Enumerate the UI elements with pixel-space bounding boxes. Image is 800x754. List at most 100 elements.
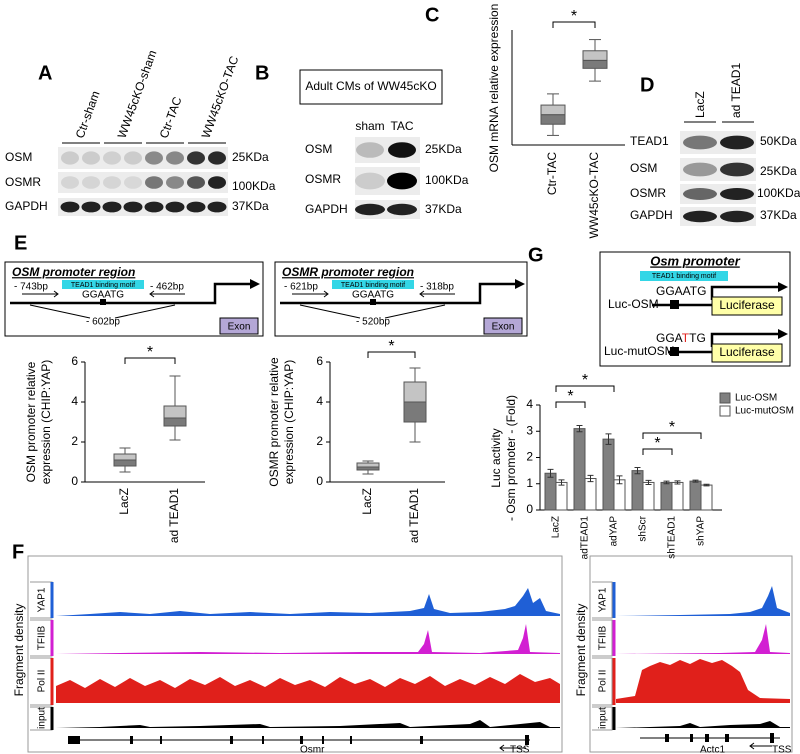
- row-label: TEAD1: [630, 134, 669, 148]
- box-lower: [582, 59, 608, 69]
- blot-band: [720, 210, 754, 223]
- axis-title: Fragment density: [574, 604, 588, 697]
- construct: Luc-OSM: [608, 297, 659, 311]
- gene-label: Actc1: [700, 745, 725, 754]
- row-label: OSM: [630, 161, 657, 175]
- promoter-diagram: OSM promoter region TEAD1 binding motif …: [4, 261, 264, 337]
- mut-sequence: GGATTG: [656, 331, 706, 345]
- bar: [689, 480, 702, 511]
- lane-label: WW45cKO-TAC: [199, 54, 242, 140]
- size-marker: 37KDa: [425, 202, 462, 216]
- error-bar: [645, 479, 652, 486]
- diagram-title: Osm promoter: [650, 253, 741, 268]
- track-label: Pol II: [37, 670, 48, 693]
- reporter: Luciferase: [719, 298, 775, 312]
- size-marker: 25KDa: [232, 150, 269, 164]
- box-lower: [163, 417, 187, 427]
- motif-label: TEAD1 binding motif: [341, 282, 405, 289]
- tss-label: TSS: [772, 745, 792, 754]
- reporter: Luciferase: [719, 345, 775, 359]
- significance-star: *: [582, 372, 588, 389]
- primer-right: - 462bp: [150, 282, 184, 293]
- error-bar: [703, 483, 710, 487]
- box-upper: [356, 462, 380, 468]
- y-tick-label: 2: [316, 434, 323, 448]
- significance-bracket: [367, 351, 416, 358]
- box-upper: [113, 453, 137, 461]
- error-bar: [576, 424, 583, 433]
- y-tick-label: 4: [526, 397, 533, 411]
- blot-band: [356, 142, 384, 158]
- blot-band: [720, 188, 754, 200]
- box-upper: [403, 381, 427, 403]
- error-bar: [674, 480, 681, 485]
- blot-band: [166, 176, 184, 189]
- track-label: TFIIB: [37, 625, 48, 650]
- y-axis-title: OSM promoter relative: [24, 361, 38, 482]
- primer-left: - 743bp: [14, 282, 48, 293]
- legend-label: Luc-OSM: [735, 393, 777, 404]
- sequence: GGAATG: [82, 290, 124, 301]
- panel-label: A: [38, 62, 52, 84]
- blot-band: [355, 203, 385, 216]
- y-tick-label: 6: [71, 354, 78, 368]
- significance-bracket: [555, 385, 615, 392]
- box-lower: [403, 401, 427, 423]
- bar: [544, 472, 557, 511]
- error-bar: [663, 480, 670, 485]
- y-axis-title: - Osm promoter - (Fold): [504, 395, 518, 521]
- blot-band: [82, 176, 100, 189]
- legend-swatch: [719, 405, 731, 417]
- size-marker: 37KDa: [232, 199, 269, 213]
- blot-band: [124, 151, 142, 165]
- bar: [642, 481, 655, 511]
- significance-star: *: [571, 8, 577, 25]
- track-label: Pol II: [598, 670, 609, 693]
- size-marker: 25KDa: [425, 142, 462, 156]
- x-tick-label: LacZ: [551, 516, 562, 538]
- blot-band: [187, 176, 205, 189]
- diagram-title: OSM promoter region: [12, 265, 135, 279]
- blot-band: [720, 162, 754, 177]
- blot-band: [165, 201, 185, 213]
- legend-label: Luc-mutOSM: [735, 406, 794, 417]
- lane-labels: Ctr-sham WW45cKO-sham Ctr-TAC WW45cKO-TA…: [62, 48, 242, 144]
- size-marker: 50KDa: [760, 134, 797, 148]
- x-tick-label: ad TEAD1: [167, 488, 181, 543]
- track-label: input: [598, 707, 609, 729]
- y-tick-label: 1: [526, 476, 533, 490]
- x-tick-label: adTEAD1: [580, 516, 591, 560]
- y-tick-label: 2: [526, 450, 533, 464]
- y-axis-title: OSMR promoter relative: [267, 357, 281, 487]
- track-label: input: [37, 707, 48, 729]
- diagram-title: OSMR promoter region: [282, 265, 414, 279]
- blot-band: [103, 151, 121, 165]
- blot-band: [683, 162, 717, 177]
- row-label: OSMR: [630, 186, 666, 200]
- y-tick-label: 4: [316, 394, 323, 408]
- error-bar: [605, 433, 612, 445]
- significance-bracket: [642, 432, 702, 439]
- y-axis-title: expression (CHIP:YAP): [282, 360, 296, 484]
- significance-star: *: [669, 419, 675, 436]
- blot-band: [166, 151, 184, 165]
- lane-label: sham: [355, 119, 384, 133]
- blot-band: [720, 135, 754, 150]
- blot-band: [145, 151, 163, 165]
- blot-band: [355, 172, 385, 190]
- row-label: OSM: [305, 142, 332, 156]
- x-tick-label: adYAP: [609, 516, 620, 547]
- seq-part: TG: [689, 331, 706, 345]
- y-tick-label: 4: [71, 394, 78, 408]
- blot-band: [208, 151, 226, 165]
- sequence: GGAATG: [656, 284, 706, 298]
- y-axis-title: expression (CHIP:YAP): [39, 360, 53, 484]
- x-tick-label: ad TEAD1: [407, 488, 421, 543]
- exon-label: Exon: [228, 322, 251, 333]
- genome-tracks: Fragment density Fragment density YAP1 T…: [12, 555, 793, 754]
- y-axis-title: OSM mRNA relative expression: [487, 4, 501, 173]
- row-label: OSMR: [5, 175, 41, 189]
- site-label: - 602bp: [86, 317, 120, 328]
- significance-bracket: [642, 448, 673, 455]
